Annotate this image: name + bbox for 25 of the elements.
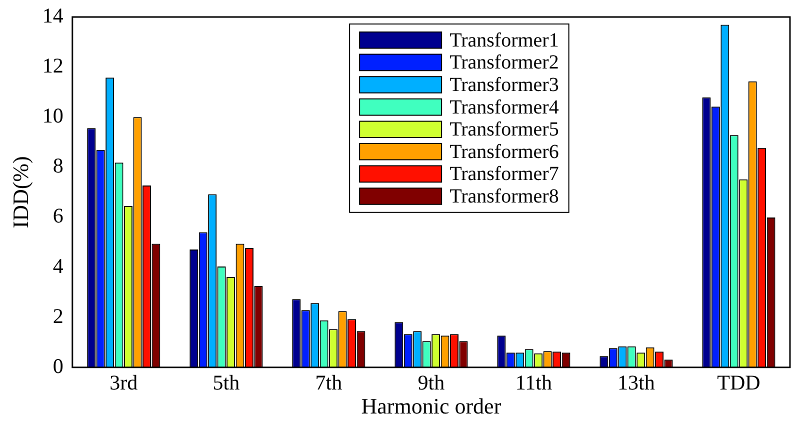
y-tick-label: 6 xyxy=(52,204,64,228)
x-tick-label: 3rd xyxy=(110,370,138,395)
x-axis-title: Harmonic order xyxy=(361,394,502,419)
legend-label: Transformer7 xyxy=(450,163,559,186)
x-tick-label: 5th xyxy=(212,370,240,395)
y-tick-label: 14 xyxy=(42,4,64,28)
y-tick-label: 0 xyxy=(52,354,64,378)
legend-label: Transformer3 xyxy=(450,74,559,96)
x-tick-label: 13th xyxy=(618,370,656,395)
y-axis-title: IDD(%) xyxy=(8,156,33,228)
legend-label: Transformer4 xyxy=(450,96,559,118)
y-tick-label: 12 xyxy=(42,54,64,78)
x-tick-label: 9th xyxy=(418,370,446,395)
x-tick-label: 7th xyxy=(315,370,343,395)
legend-label: Transformer2 xyxy=(450,52,559,74)
y-tick-label: 4 xyxy=(52,254,64,278)
y-tick-label: 8 xyxy=(52,154,64,178)
x-tick-label: 11th xyxy=(515,370,552,395)
legend-label: Transformer5 xyxy=(450,118,559,141)
x-tick-label: TDD xyxy=(717,370,760,395)
legend-label: Transformer8 xyxy=(450,186,559,208)
y-tick-label: 2 xyxy=(52,304,64,328)
legend-label: Transformer1 xyxy=(450,29,559,52)
legend-label: Transformer6 xyxy=(450,140,559,163)
y-tick-label: 10 xyxy=(42,104,64,128)
